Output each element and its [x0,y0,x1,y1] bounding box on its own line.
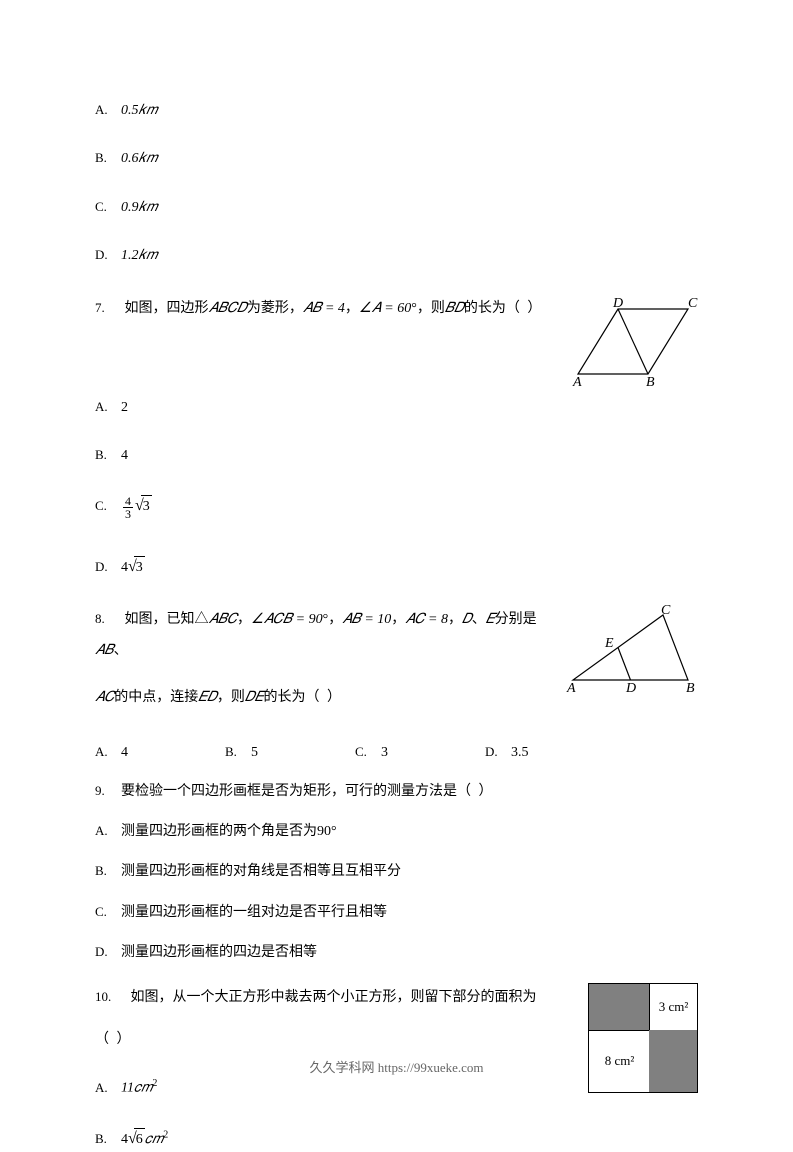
q7-option-b: B. 4 [95,445,698,467]
sqrt: 3 [128,554,145,580]
option-label: C. [95,197,121,218]
q8-option-c: C. 3 [355,744,485,761]
q9-option-d: D. 测量四边形画框的四边是否相等 [95,942,698,964]
q9-option-c: C. 测量四边形画框的一组对边是否平行且相等 [95,902,698,924]
svg-text:B: B [646,375,655,389]
q6-option-a: A. 0.5𝑘𝑚 [95,100,698,122]
page-footer: 久久学科网 https://99xueke.com [0,1057,793,1076]
q7-stem: 7. 如图，四边形𝐴𝐵𝐶𝐷为菱形，𝐴𝐵 = 4，∠𝐴 = 60°，则𝐵𝐷的长为（… [95,294,568,325]
q10-white-tr: 3 cm² [649,984,697,1032]
svg-text:D: D [612,296,623,311]
q6-option-b: B. 0.6𝑘𝑚 [95,148,698,170]
option-value: 0.9𝑘𝑚 [121,197,157,219]
q10-figure: 3 cm² 8 cm² [588,983,698,1093]
q7-option-a: A. 2 [95,397,698,419]
q10-gray-tl [589,984,651,1032]
q8-options: A. 4 B. 5 C. 3 D. 3.5 [95,744,698,761]
triangle-diagram: A B C D E [563,605,698,695]
q10-option-a: A. 11𝑐𝑚2 [95,1076,588,1100]
q8-stem: 8. 如图，已知△𝐴𝐵𝐶，∠𝐴𝐶𝐵 = 90°，𝐴𝐵 = 10，𝐴𝐶 = 8，𝐷… [95,605,563,713]
q8-number: 8. [95,605,121,634]
q8-option-a: A. 4 [95,744,225,761]
option-value: 0.6𝑘𝑚 [121,148,157,170]
q8-option-b: B. 5 [225,744,355,761]
sqrt: 3 [135,493,152,519]
q8-option-d: D. 3.5 [485,744,615,761]
q7-option-d: D. 43 [95,554,698,580]
q7-number: 7. [95,294,121,323]
svg-text:A: A [572,375,582,389]
q7-figure: A B C D [568,294,698,389]
q10-number: 10. [95,983,127,1012]
q6-option-d: D. 1.2𝑘𝑚 [95,245,698,267]
q6-option-c: C. 0.9𝑘𝑚 [95,197,698,219]
option-label: B. [95,148,121,169]
svg-text:C: C [688,296,698,311]
fraction: 43 [123,495,133,520]
q8-figure: A B C D E [563,605,698,695]
svg-text:C: C [661,605,671,618]
svg-text:D: D [625,681,636,695]
option-value: 0.5𝑘𝑚 [121,100,157,122]
q7-option-c: C. 433 [95,493,698,519]
q9-option-a: A. 测量四边形画框的两个角是否为90° [95,821,698,843]
svg-text:A: A [566,681,576,695]
option-label: D. [95,245,121,266]
option-value: 1.2𝑘𝑚 [121,245,157,267]
rhombus-diagram: A B C D [568,294,698,389]
q10-option-b: B. 46𝑐𝑚2 [95,1126,588,1152]
q9-option-b: B. 测量四边形画框的对角线是否相等且互相平分 [95,861,698,883]
svg-text:E: E [604,636,614,651]
q7-row: 7. 如图，四边形𝐴𝐵𝐶𝐷为菱形，𝐴𝐵 = 4，∠𝐴 = 60°，则𝐵𝐷的长为（… [95,294,698,389]
option-label: A. [95,100,121,121]
q8-row: 8. 如图，已知△𝐴𝐵𝐶，∠𝐴𝐶𝐵 = 90°，𝐴𝐵 = 10，𝐴𝐶 = 8，𝐷… [95,605,698,713]
q9-stem: 9. 要检验一个四边形画框是否为矩形，可行的测量方法是（ ） [95,781,698,803]
svg-text:B: B [686,681,695,695]
